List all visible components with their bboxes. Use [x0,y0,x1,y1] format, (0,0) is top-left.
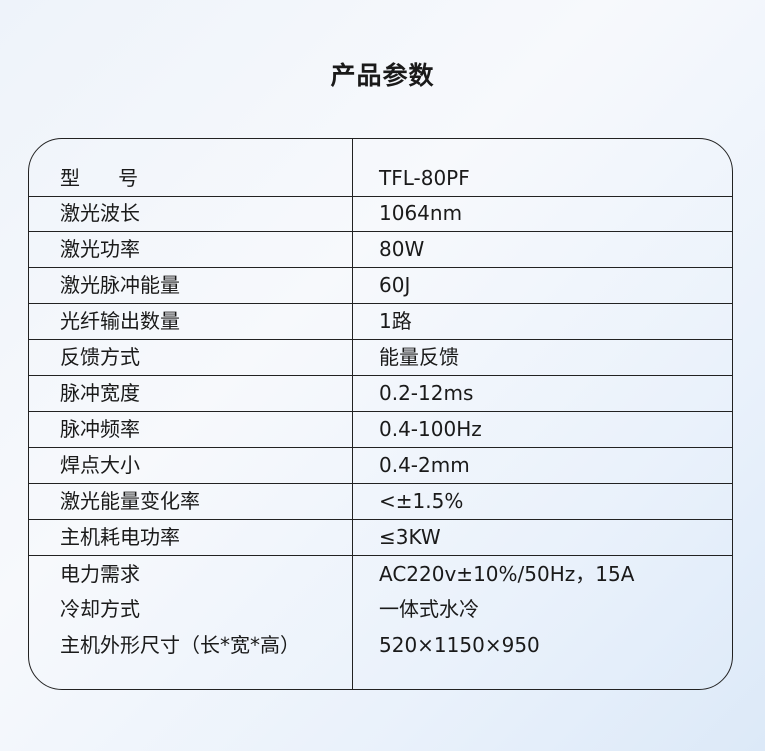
spec-label: 脉冲频率 [60,417,140,441]
spec-value: 0.4-2mm [379,453,470,477]
spec-label: 反馈方式 [60,345,140,369]
spec-value: <±1.5% [379,489,464,513]
table-row: 反馈方式 能量反馈 [29,339,732,376]
spec-label: 激光能量变化率 [60,489,200,513]
spec-label: 焊点大小 [60,453,140,477]
spec-label: 激光功率 [60,237,140,261]
column-divider [352,139,353,689]
spec-label: 激光脉冲能量 [60,273,180,297]
spec-value: 一体式水冷 [379,597,479,621]
spec-label: 脉冲宽度 [60,381,140,405]
spec-label: 光纤输出数量 [60,309,180,333]
spec-value: TFL-80PF [379,165,470,190]
spec-label: 冷却方式 [60,597,140,621]
page-title: 产品参数 [330,61,435,90]
spec-label: 主机耗电功率 [60,525,180,549]
spec-value: AC220v±10%/50Hz，15A [379,562,635,586]
spec-value: 0.2-12ms [379,381,474,405]
table-row: 激光波长 1064nm [29,195,732,232]
spec-value: 1路 [379,309,412,333]
spec-value: 能量反馈 [379,345,459,369]
spec-value: 520×1150×950 [379,633,540,657]
table-row: 主机外形尺寸（长*宽*高） 520×1150×950 [29,627,732,663]
spec-label: 型 号 [60,165,139,190]
table-row: 激光功率 80W [29,231,732,268]
spec-label: 电力需求 [60,562,140,586]
table-row: 光纤输出数量 1路 [29,303,732,340]
table-row: 激光脉冲能量 60J [29,267,732,304]
table-row: 主机耗电功率 ≤3KW [29,519,732,556]
table-row: 脉冲宽度 0.2-12ms [29,375,732,412]
spec-value: 0.4-100Hz [379,417,482,441]
spec-value: 60J [379,273,411,297]
table-row: 冷却方式 一体式水冷 [29,591,732,627]
spec-value: 80W [379,237,425,261]
table-row: 脉冲频率 0.4-100Hz [29,411,732,448]
spec-value: 1064nm [379,201,463,225]
spec-label: 激光波长 [60,201,140,225]
spec-table: 型 号 TFL-80PF 激光波长 1064nm 激光功率 80W 激光脉冲能量 60J 光纤输… [28,138,733,690]
table-row: 激光能量变化率 <±1.5% [29,483,732,520]
table-row: 型 号 TFL-80PF [29,160,732,197]
table-row: 焊点大小 0.4-2mm [29,447,732,484]
table-row: 电力需求 AC220v±10%/50Hz，15A [29,556,732,592]
spec-value: ≤3KW [379,525,441,549]
spec-label: 主机外形尺寸（长*宽*高） [60,633,300,657]
